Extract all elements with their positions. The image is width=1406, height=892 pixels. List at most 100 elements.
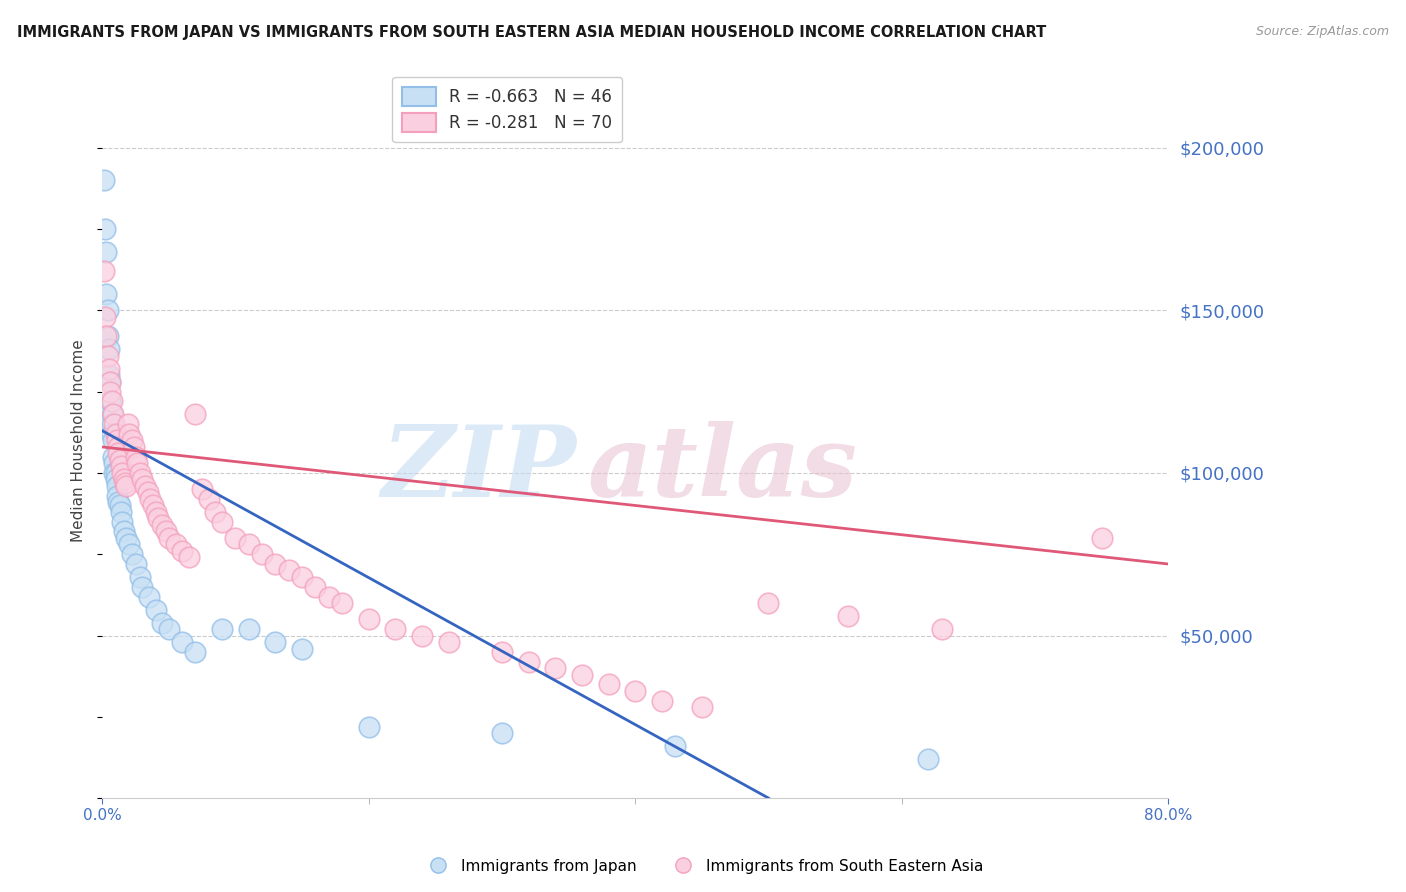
Point <box>104 426 127 441</box>
Point <box>138 590 160 604</box>
Point <box>191 482 214 496</box>
Point <box>94 310 117 324</box>
Point <box>177 550 200 565</box>
Point <box>93 264 115 278</box>
Point <box>105 489 128 503</box>
Point <box>139 491 162 506</box>
Point <box>104 466 127 480</box>
Point <box>121 434 143 448</box>
Point <box>96 287 118 301</box>
Point <box>291 570 314 584</box>
Point <box>131 473 153 487</box>
Text: ZIP: ZIP <box>381 421 576 517</box>
Point <box>318 590 340 604</box>
Point <box>110 459 132 474</box>
Point <box>157 531 180 545</box>
Point <box>357 612 380 626</box>
Point <box>651 693 673 707</box>
Point <box>115 531 138 545</box>
Point <box>107 495 129 509</box>
Point <box>172 635 194 649</box>
Point <box>571 667 593 681</box>
Point <box>238 622 260 636</box>
Point <box>124 450 146 464</box>
Legend: Immigrants from Japan, Immigrants from South Eastern Asia: Immigrants from Japan, Immigrants from S… <box>418 853 988 880</box>
Point <box>107 440 129 454</box>
Point <box>145 602 167 616</box>
Point <box>100 408 122 422</box>
Point <box>690 700 713 714</box>
Point <box>108 499 131 513</box>
Point <box>118 426 141 441</box>
Point <box>128 570 150 584</box>
Point <box>100 426 122 441</box>
Point <box>172 544 194 558</box>
Point <box>124 557 146 571</box>
Point <box>204 505 226 519</box>
Point <box>98 394 121 409</box>
Text: IMMIGRANTS FROM JAPAN VS IMMIGRANTS FROM SOUTH EASTERN ASIA MEDIAN HOUSEHOLD INC: IMMIGRANTS FROM JAPAN VS IMMIGRANTS FROM… <box>17 25 1046 40</box>
Point <box>264 635 287 649</box>
Point <box>664 739 686 753</box>
Point <box>917 752 939 766</box>
Point <box>224 531 246 545</box>
Point <box>96 244 118 259</box>
Point <box>250 547 273 561</box>
Point <box>104 473 127 487</box>
Text: atlas: atlas <box>588 421 858 517</box>
Point <box>384 622 406 636</box>
Point <box>96 329 118 343</box>
Point <box>114 475 136 490</box>
Point <box>157 622 180 636</box>
Point <box>517 655 540 669</box>
Point <box>136 485 159 500</box>
Point <box>96 329 118 343</box>
Point <box>105 479 128 493</box>
Point <box>103 456 125 470</box>
Point <box>291 641 314 656</box>
Point <box>94 222 117 236</box>
Point <box>598 677 620 691</box>
Point <box>145 505 167 519</box>
Point <box>131 580 153 594</box>
Point <box>758 596 780 610</box>
Point <box>97 343 120 357</box>
Point <box>544 661 567 675</box>
Point <box>184 408 207 422</box>
Point <box>304 580 326 594</box>
Point <box>491 645 513 659</box>
Point <box>277 564 299 578</box>
Point <box>330 596 353 610</box>
Point <box>837 609 859 624</box>
Point <box>100 417 122 432</box>
Point <box>142 499 165 513</box>
Point <box>134 479 156 493</box>
Point <box>150 518 173 533</box>
Point <box>148 511 170 525</box>
Point <box>128 466 150 480</box>
Point <box>211 515 233 529</box>
Point <box>150 615 173 630</box>
Point <box>96 349 118 363</box>
Point <box>931 622 953 636</box>
Point <box>122 440 145 454</box>
Point <box>107 446 129 460</box>
Point <box>115 479 138 493</box>
Point <box>98 375 121 389</box>
Y-axis label: Median Household Income: Median Household Income <box>72 339 86 541</box>
Point <box>100 394 122 409</box>
Point <box>112 524 135 539</box>
Point <box>165 537 187 551</box>
Point <box>98 375 121 389</box>
Text: Source: ZipAtlas.com: Source: ZipAtlas.com <box>1256 25 1389 38</box>
Point <box>97 368 120 383</box>
Point <box>1090 531 1112 545</box>
Point <box>491 726 513 740</box>
Point <box>110 505 132 519</box>
Point <box>108 453 131 467</box>
Point <box>238 537 260 551</box>
Point <box>112 473 135 487</box>
Point <box>101 434 124 448</box>
Point <box>125 456 148 470</box>
Point <box>118 537 141 551</box>
